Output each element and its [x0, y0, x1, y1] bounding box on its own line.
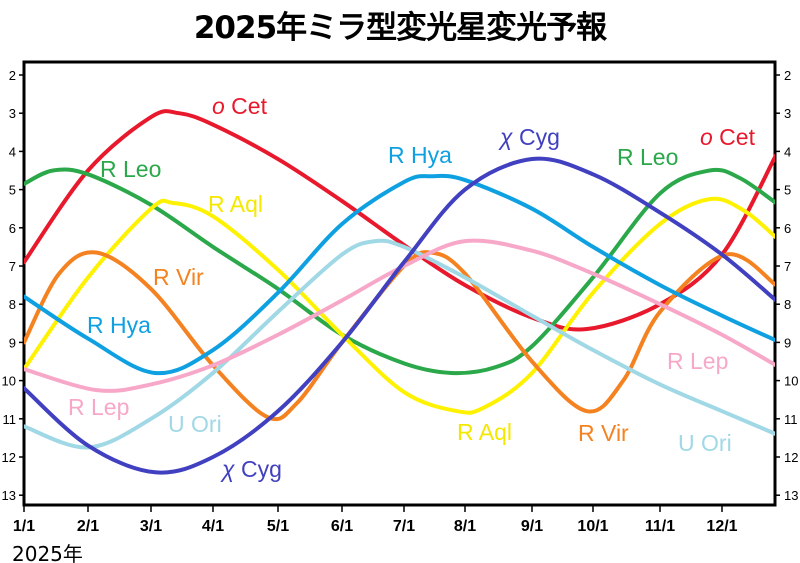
series-label: χ Cyg [220, 456, 282, 482]
series-label: R Aql [208, 191, 263, 217]
y-tick-label-left: 5 [9, 183, 16, 198]
y-tick-label-left: 4 [9, 144, 16, 159]
series-label: R Aql [457, 419, 512, 445]
y-tick-label-left: 9 [9, 335, 16, 350]
x-tick-label: 12/1 [706, 518, 737, 535]
chart-title: 2025年ミラ型変光星変光予報 [193, 10, 607, 46]
y-tick-label-left: 8 [9, 297, 16, 312]
y-tick-label-left: 10 [2, 374, 16, 389]
series-line-R-Hya [24, 173, 775, 376]
y-tick-label-left: 11 [3, 412, 17, 427]
series-label: χ Cyg [498, 124, 560, 150]
y-tick-label-left: 3 [9, 106, 16, 121]
y-tick-label-right: 10 [784, 374, 798, 389]
x-tick-label: 10/1 [577, 518, 608, 535]
series-label: U Ori [678, 430, 732, 456]
y-tick-label-right: 12 [784, 450, 798, 465]
series-label: R Lep [68, 394, 129, 420]
x-tick-label: 3/1 [140, 518, 162, 535]
y-tick-label-left: 13 [2, 488, 16, 503]
series-label: o Cet [700, 124, 756, 150]
x-tick-label: 11/1 [645, 518, 675, 535]
y-tick-label-left: 12 [2, 450, 16, 465]
y-tick-label-right: 7 [784, 259, 791, 274]
x-tick-label: 8/1 [454, 518, 476, 535]
series-line-R-Lep [24, 238, 775, 393]
series-line-U-Ori [24, 238, 775, 450]
series-label: R Hya [388, 142, 452, 168]
y-tick-label-right: 3 [784, 106, 791, 121]
x-tick-label: 7/1 [393, 518, 415, 535]
y-tick-label-right: 8 [784, 297, 791, 312]
series-line-R-Leo [24, 167, 775, 376]
y-tick-label-right: 13 [784, 488, 798, 503]
series-label: R Leo [100, 156, 161, 182]
y-tick-label-left: 6 [9, 221, 16, 236]
series-label: R Vir [153, 264, 204, 290]
y-tick-label-left: 2 [9, 68, 16, 83]
series-label: R Lep [667, 348, 728, 374]
x-tick-label: 4/1 [202, 518, 224, 535]
y-tick-label-left: 7 [9, 259, 16, 274]
y-tick-label-right: 2 [784, 68, 791, 83]
series-label: U Ori [168, 411, 222, 437]
series-line-χ-Cyg [24, 156, 775, 475]
series-label: R Vir [578, 420, 629, 446]
series-label: R Leo [617, 144, 678, 170]
y-tick-label-right: 9 [784, 335, 791, 350]
y-tick-label-right: 6 [784, 221, 791, 236]
series-label: o Cet [212, 93, 268, 119]
x-tick-label: 2/1 [77, 518, 99, 535]
x-tick-label: 9/1 [521, 518, 543, 535]
y-tick-label-right: 4 [784, 144, 791, 159]
y-tick-label-right: 5 [784, 183, 791, 198]
series-label: R Hya [87, 312, 151, 338]
x-tick-label: 6/1 [331, 518, 353, 535]
year-label: 2025年 [12, 542, 83, 563]
x-tick-label: 1/1 [13, 518, 35, 535]
y-tick-label-right: 11 [784, 412, 798, 427]
x-tick-label: 5/1 [267, 518, 289, 535]
